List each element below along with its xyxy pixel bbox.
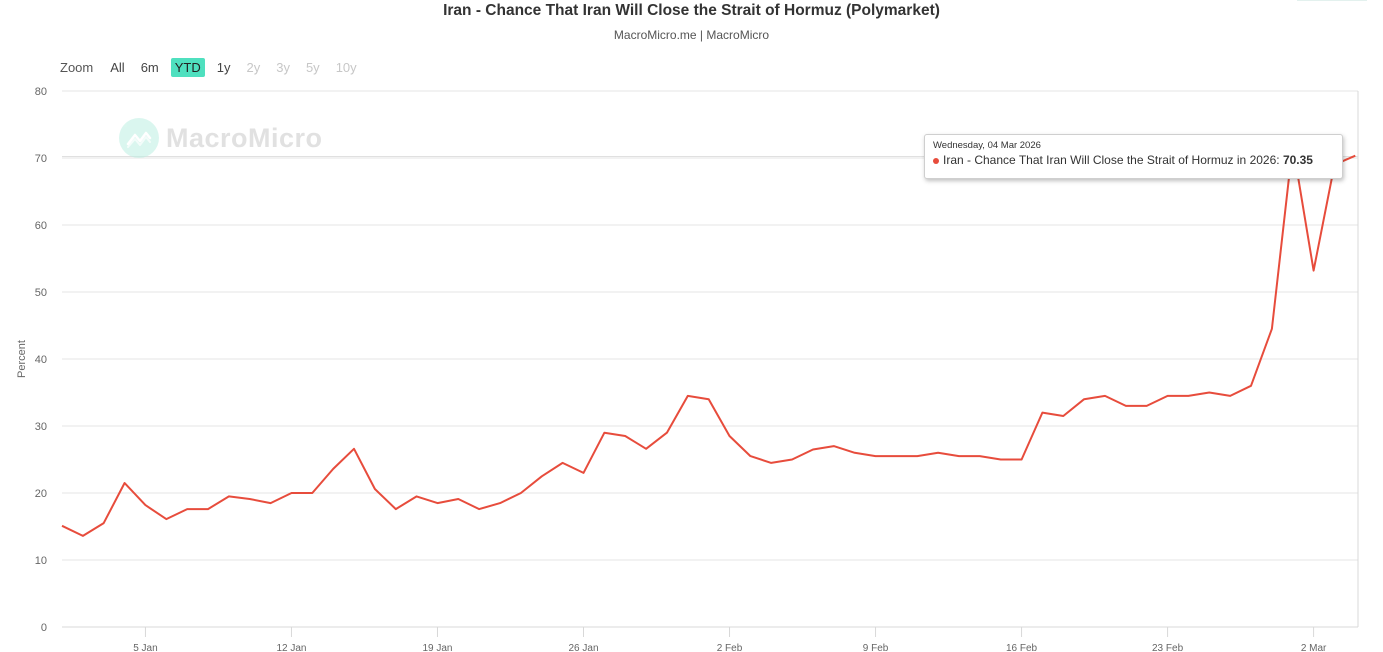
tooltip-date: Wednesday, 04 Mar 2026 [933,140,1041,151]
macromicro-watermark: MacroMicro [119,118,323,158]
svg-text:19 Jan: 19 Jan [422,643,452,652]
range-button-1y[interactable]: 1y [216,60,231,75]
svg-text:5 Jan: 5 Jan [133,643,157,652]
range-button-2y[interactable]: 2y [246,60,261,75]
svg-text:40: 40 [35,354,47,366]
svg-text:20: 20 [35,488,47,500]
svg-text:60: 60 [35,220,47,232]
svg-text:23 Feb: 23 Feb [1152,643,1184,652]
svg-text:0: 0 [41,622,47,634]
series-line[interactable] [61,143,1356,537]
svg-text:80: 80 [35,86,47,98]
svg-text:30: 30 [35,421,47,433]
svg-text:2 Feb: 2 Feb [717,643,743,652]
range-button-3y[interactable]: 3y [276,60,290,75]
svg-text:50: 50 [35,287,47,299]
tooltip-series-row: Iran - Chance That Iran Will Close the S… [933,153,1334,167]
svg-text:70: 70 [35,153,47,165]
svg-text:12 Jan: 12 Jan [276,643,306,652]
svg-text:16 Feb: 16 Feb [1006,643,1038,652]
zoom-label: Zoom [60,60,94,75]
y-axis-label: Percent [16,340,28,378]
svg-text:9 Feb: 9 Feb [863,643,889,652]
y-axis-ticks: 0 10 20 30 40 50 60 70 80 [35,86,47,634]
data-tooltip: Wednesday, 04 Mar 2026 Iran - Chance Tha… [924,134,1343,179]
svg-text:26 Jan: 26 Jan [568,643,598,652]
watermark-text: MacroMicro [166,122,323,153]
range-button-5y[interactable]: 5y [305,60,320,75]
tooltip-value: 70.35 [1282,153,1313,167]
svg-text:10: 10 [35,555,47,567]
range-button-6m[interactable]: 6m [140,60,159,75]
chart-line-icon [119,118,159,158]
range-button-all[interactable]: All [110,60,125,75]
svg-text:2 Mar: 2 Mar [1301,643,1327,652]
x-axis-ticks: 5 Jan 12 Jan 19 Jan 26 Jan 2 Feb 9 Feb 16 Feb 2… [133,627,1327,652]
series-color-dot-icon [933,157,939,164]
tooltip-series-name: Iran - Chance That Iran Will Close the S… [943,153,1277,167]
range-button-10y[interactable]: 10y [335,60,357,75]
chart-title: Iran - Chance That Iran Will Close the S… [443,2,940,19]
y-gridlines [62,90,1359,628]
range-selector: Zoom All 6m YTD 1y 2y 3y 5y 10y [57,58,369,77]
range-button-ytd[interactable]: YTD [170,58,205,77]
chart-subtitle: MacroMicro.me | MacroMicro [613,28,770,42]
top-edge-strip [1297,0,1367,1]
